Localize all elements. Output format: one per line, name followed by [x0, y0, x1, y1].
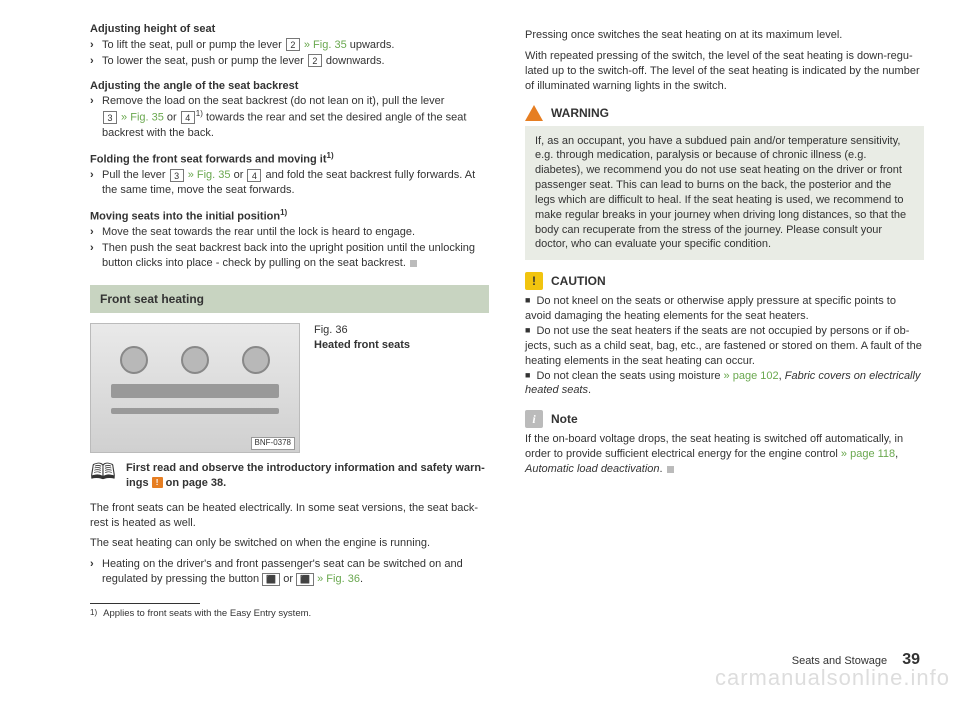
ref-box: 2: [308, 54, 322, 67]
figure-title: Heated front seats: [314, 339, 410, 351]
list-item: › Then push the seat backrest back into …: [90, 241, 489, 271]
left-column: Adjusting height of seat › To lift the s…: [90, 22, 489, 621]
text: Do not clean the seats using moisture: [536, 370, 723, 382]
ref-box: 3: [170, 169, 184, 182]
list-item: › To lift the seat, pull or pump the lev…: [90, 38, 489, 53]
paragraph: The seat heating can only be switched on…: [90, 536, 489, 551]
radio-slot-icon: [111, 408, 279, 414]
figure-code: BNF-0378: [251, 437, 295, 450]
list-item: › Move the seat towards the rear until t…: [90, 225, 489, 240]
heading-height: Adjusting height of seat: [90, 22, 489, 37]
ref-box: 4: [181, 111, 195, 124]
dial-icon: [242, 346, 270, 374]
fig-ref: » Fig. 35: [185, 169, 231, 181]
text: ,: [895, 448, 898, 460]
heading-initial-position: Moving seats into the initial position1): [90, 208, 489, 225]
warning-text: If, as an occupant, you have a subdued p…: [525, 126, 924, 261]
list-item: › Pull the lever 3 » Fig. 35 or 4 and fo…: [90, 168, 489, 198]
footnote-marker: 1): [196, 109, 203, 118]
text: .: [588, 384, 591, 396]
watermark: carmanualsonline.info: [715, 663, 950, 693]
list-item: › Heating on the driver's and front pass…: [90, 557, 489, 587]
section-heading: Front seat heating: [90, 285, 489, 313]
warning-box: WARNING If, as an occupant, you have a s…: [525, 105, 924, 260]
figure-caption: Fig. 36 Heated front seats: [314, 323, 410, 453]
text: upwards.: [347, 39, 395, 51]
text: Folding the front seat forwards and movi…: [90, 153, 327, 165]
caution-box: CAUTION Do not kneel on the seats or oth…: [525, 272, 924, 398]
info-icon: [525, 410, 543, 428]
text: or: [280, 573, 296, 585]
radio-slot-icon: [111, 384, 279, 398]
ref-box: 2: [286, 38, 300, 51]
figure-image: BNF-0378: [90, 323, 300, 453]
list-item: › To lower the seat, push or pump the le…: [90, 54, 489, 69]
seat-heat-left-icon: ⬛: [262, 573, 280, 586]
note-title: Note: [551, 411, 578, 427]
page-ref: » page 102: [724, 370, 779, 382]
text: or: [164, 112, 180, 124]
text: .: [360, 573, 363, 585]
page-ref: » page 118: [841, 448, 895, 460]
text: To lift the seat, pull or pump the lever: [102, 39, 285, 51]
text: or: [231, 169, 247, 181]
note-box: Note If the on-board voltage drops, the …: [525, 410, 924, 477]
ref-box: 4: [247, 169, 261, 182]
ref-box: 3: [103, 111, 117, 124]
footnote: 1) Applies to front seats with the Easy …: [90, 608, 489, 621]
seat-heat-right-icon: ⬛: [296, 573, 314, 586]
fig-ref: » Fig. 35: [301, 39, 347, 51]
text: Remove the load on the seat backrest (do…: [102, 95, 444, 107]
caution-body: Do not kneel on the seats or otherwise a…: [525, 294, 924, 398]
section-end-icon: [410, 260, 417, 267]
caution-item: Do not clean the seats using moisture » …: [525, 369, 924, 399]
right-column: Pressing once switches the seat heating …: [525, 22, 924, 621]
text: downwards.: [323, 55, 385, 67]
warning-triangle-icon: [525, 105, 543, 121]
footnote-marker: 1): [327, 151, 334, 160]
footnote-marker: 1): [280, 208, 287, 217]
section-end-icon: [667, 466, 674, 473]
warning-ref-icon: !: [152, 477, 163, 488]
dial-icon: [181, 346, 209, 374]
figure-number: Fig. 36: [314, 324, 348, 336]
text: To lower the seat, push or pump the leve…: [102, 55, 307, 67]
caution-item: Do not kneel on the seats or otherwise a…: [525, 294, 924, 324]
note-body: If the on-board voltage drops, the seat …: [525, 432, 924, 477]
text: Then push the seat backrest back into th…: [102, 242, 475, 269]
figure-row: BNF-0378 Fig. 36 Heated front seats: [90, 323, 489, 453]
text: Move the seat towards the rear until the…: [102, 225, 489, 240]
text: on page 38.: [163, 477, 227, 489]
heading-folding: Folding the front seat forwards and movi…: [90, 151, 489, 168]
intro-notice: 🕮 First read and observe the introductor…: [90, 461, 489, 491]
text: Automatic load deactivation: [525, 463, 660, 475]
caution-icon: [525, 272, 543, 290]
heading-backrest: Adjusting the angle of the seat backrest: [90, 79, 489, 94]
dial-icon: [120, 346, 148, 374]
paragraph: With repeated pressing of the switch, th…: [525, 49, 924, 94]
caution-title: CAUTION: [551, 273, 606, 289]
footnote-marker: 1): [90, 608, 97, 621]
text: Moving seats into the initial position: [90, 210, 280, 222]
caution-item: Do not use the seat heaters if the seats…: [525, 324, 924, 369]
book-icon: 🕮: [90, 461, 116, 483]
text: Pull the lever: [102, 169, 169, 181]
footnote-rule: [90, 603, 200, 604]
list-item: › Remove the load on the seat backrest (…: [90, 94, 489, 140]
fig-ref: » Fig. 36: [314, 573, 360, 585]
text: .: [660, 463, 663, 475]
paragraph: The front seats can be heated electrical…: [90, 501, 489, 531]
warning-title: WARNING: [551, 105, 609, 121]
footnote-text: Applies to front seats with the Easy Ent…: [103, 608, 311, 621]
intro-text: First read and observe the introductory …: [126, 461, 489, 491]
paragraph: Pressing once switches the seat heating …: [525, 28, 924, 43]
fig-ref: » Fig. 35: [118, 112, 164, 124]
